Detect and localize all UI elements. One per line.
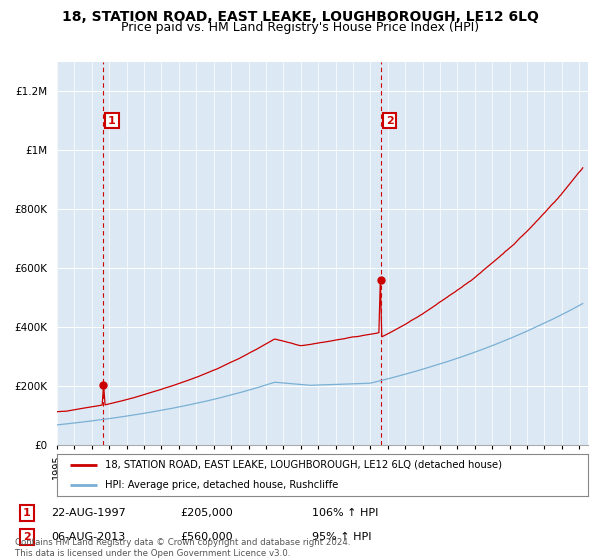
Text: 22-AUG-1997: 22-AUG-1997 (51, 508, 126, 518)
Text: Price paid vs. HM Land Registry's House Price Index (HPI): Price paid vs. HM Land Registry's House … (121, 21, 479, 34)
Text: 106% ↑ HPI: 106% ↑ HPI (312, 508, 379, 518)
Text: 2: 2 (386, 115, 394, 125)
Text: Contains HM Land Registry data © Crown copyright and database right 2024.
This d: Contains HM Land Registry data © Crown c… (15, 538, 350, 558)
Text: HPI: Average price, detached house, Rushcliffe: HPI: Average price, detached house, Rush… (105, 480, 338, 489)
Text: £205,000: £205,000 (180, 508, 233, 518)
Text: 18, STATION ROAD, EAST LEAKE, LOUGHBOROUGH, LE12 6LQ (detached house): 18, STATION ROAD, EAST LEAKE, LOUGHBOROU… (105, 460, 502, 469)
Text: 1: 1 (108, 115, 116, 125)
Text: 18, STATION ROAD, EAST LEAKE, LOUGHBOROUGH, LE12 6LQ: 18, STATION ROAD, EAST LEAKE, LOUGHBOROU… (62, 10, 538, 24)
Text: 2: 2 (23, 532, 31, 542)
Text: 1: 1 (23, 508, 31, 518)
Text: 95% ↑ HPI: 95% ↑ HPI (312, 532, 371, 542)
Text: 06-AUG-2013: 06-AUG-2013 (51, 532, 125, 542)
Text: £560,000: £560,000 (180, 532, 233, 542)
